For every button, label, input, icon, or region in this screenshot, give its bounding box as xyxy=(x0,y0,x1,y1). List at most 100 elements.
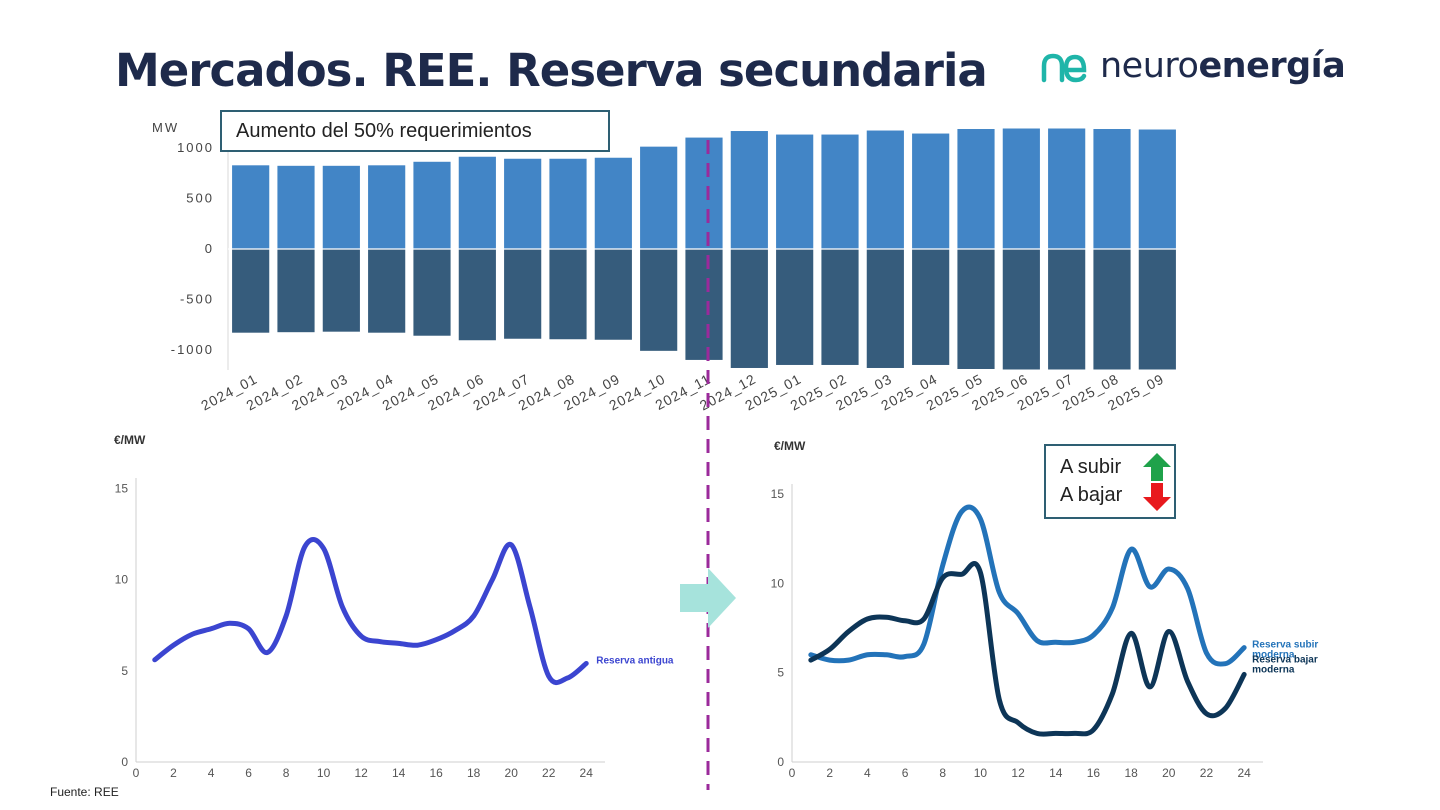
y-axis-label: MW xyxy=(152,120,179,135)
y-axis-label: €/MW xyxy=(114,433,146,447)
bar-down-2024_12 xyxy=(730,249,768,368)
x-tick-label: 0 xyxy=(789,766,796,780)
bar-up-2024_05 xyxy=(413,161,451,249)
bar-up-2025_07 xyxy=(1048,128,1086,249)
green-up-arrow-icon xyxy=(1143,453,1171,481)
x-tick-label: 16 xyxy=(1087,766,1101,780)
bar-up-2024_03 xyxy=(322,165,360,249)
x-tick-label: 2 xyxy=(170,766,177,780)
bar-down-2024_07 xyxy=(504,249,542,339)
bar-down-2025_07 xyxy=(1048,249,1086,370)
series-line-reserva-antigua xyxy=(152,537,589,686)
series-label-reserva-subir-moderna: moderna xyxy=(1252,650,1295,661)
bar-up-2024_06 xyxy=(458,156,496,249)
bar-up-2025_06 xyxy=(1002,128,1040,249)
bar-down-2025_03 xyxy=(866,249,904,368)
bar-down-2025_08 xyxy=(1093,249,1131,370)
x-tick-label: 16 xyxy=(429,766,443,780)
y-tick-label: 5 xyxy=(121,664,128,678)
bar-up-2025_05 xyxy=(957,129,995,249)
x-tick-label: 12 xyxy=(354,766,368,780)
y-tick-label: 0 xyxy=(777,755,784,769)
series-label-reserva-bajar-moderna: Reserva bajar xyxy=(1252,654,1318,665)
neuroenergia-logo: neuroenergía xyxy=(1038,46,1368,92)
bar-down-2025_06 xyxy=(1002,249,1040,370)
x-tick-label: 8 xyxy=(283,766,290,780)
bar-down-2024_04 xyxy=(368,249,406,333)
bar-up-2025_03 xyxy=(866,130,904,249)
bar-down-2024_06 xyxy=(458,249,496,341)
x-tick-label: 24 xyxy=(1237,766,1251,780)
direction-legend: A subir A bajar xyxy=(1044,444,1176,519)
x-tick-label: 0 xyxy=(133,766,140,780)
requirements-bar-chart: MW10005000-500-10002024_012024_022024_03… xyxy=(152,120,1180,414)
series-line-reserva-subir-moderna xyxy=(808,504,1247,667)
bar-up-2024_08 xyxy=(549,158,587,249)
x-tick-label: 24 xyxy=(580,766,594,780)
x-tick-label: 14 xyxy=(1049,766,1063,780)
legend-down-label: A bajar xyxy=(1060,484,1123,506)
x-tick-label: 10 xyxy=(317,766,331,780)
bar-up-2024_07 xyxy=(504,158,542,249)
timeline-divider xyxy=(706,140,710,790)
x-tick-label: 6 xyxy=(902,766,909,780)
y-tick-label: 15 xyxy=(115,481,129,495)
bar-down-2025_09 xyxy=(1138,249,1176,370)
bar-up-2024_02 xyxy=(277,165,315,249)
bar-up-2025_01 xyxy=(776,134,814,249)
y-tick-label: 0 xyxy=(121,755,128,769)
x-tick-label: 22 xyxy=(542,766,556,780)
bar-up-2024_11 xyxy=(685,137,723,249)
source-note: Fuente: REE xyxy=(50,785,119,799)
x-tick-label: 20 xyxy=(505,766,519,780)
red-down-arrow-icon xyxy=(1143,483,1171,511)
bar-down-2024_03 xyxy=(322,249,360,332)
x-tick-label: 4 xyxy=(208,766,215,780)
series-label-reserva-subir-moderna: Reserva subir xyxy=(1252,640,1318,651)
bar-down-2024_09 xyxy=(594,249,632,340)
x-tick-label: 4 xyxy=(864,766,871,780)
logo-text-light: neuro xyxy=(1100,46,1199,86)
x-tick-label: 12 xyxy=(1011,766,1025,780)
transition-arrow-icon xyxy=(680,568,736,628)
bar-up-2024_01 xyxy=(232,165,270,249)
bar-up-2024_04 xyxy=(368,165,406,249)
y-tick-label: 10 xyxy=(771,576,785,590)
series-label-reserva-antigua: Reserva antigua xyxy=(596,655,674,666)
y-tick-label: 15 xyxy=(771,487,785,501)
y-tick-label: 10 xyxy=(115,573,129,587)
legend-up-label: A subir xyxy=(1060,456,1122,478)
x-tick-label: 20 xyxy=(1162,766,1176,780)
bar-down-2024_05 xyxy=(413,249,451,336)
bar-up-2025_09 xyxy=(1138,129,1176,249)
y-axis-label: €/MW xyxy=(774,439,806,453)
x-tick-label: 8 xyxy=(939,766,946,780)
bar-down-2025_02 xyxy=(821,249,859,365)
bar-up-2025_04 xyxy=(912,133,950,249)
y-tick-label: 1000 xyxy=(177,140,214,155)
x-tick-label: 18 xyxy=(1124,766,1138,780)
x-tick-label: 18 xyxy=(467,766,481,780)
bar-down-2024_11 xyxy=(685,249,723,360)
bar-down-2025_05 xyxy=(957,249,995,369)
bar-down-2024_08 xyxy=(549,249,587,340)
ne-logo-mark-icon xyxy=(1041,53,1087,83)
bar-up-2024_10 xyxy=(640,146,678,249)
bar-up-2024_12 xyxy=(730,131,768,249)
y-tick-label: -500 xyxy=(180,291,214,306)
x-tick-label: 14 xyxy=(392,766,406,780)
logo-wordmark: neuroenergía xyxy=(1100,46,1346,86)
x-tick-label: 6 xyxy=(245,766,252,780)
series-line-reserva-bajar-moderna xyxy=(808,561,1247,737)
y-tick-label: -1000 xyxy=(171,342,214,357)
page-title: Mercados. REE. Reserva secundaria xyxy=(115,44,988,97)
series-label-reserva-bajar-moderna: moderna xyxy=(1252,664,1295,675)
bar-down-2025_01 xyxy=(776,249,814,365)
x-tick-label: 2 xyxy=(826,766,833,780)
x-tick-label: 22 xyxy=(1200,766,1214,780)
bar-up-2025_02 xyxy=(821,134,859,249)
y-tick-label: 5 xyxy=(777,666,784,680)
bar-down-2024_01 xyxy=(232,249,270,333)
